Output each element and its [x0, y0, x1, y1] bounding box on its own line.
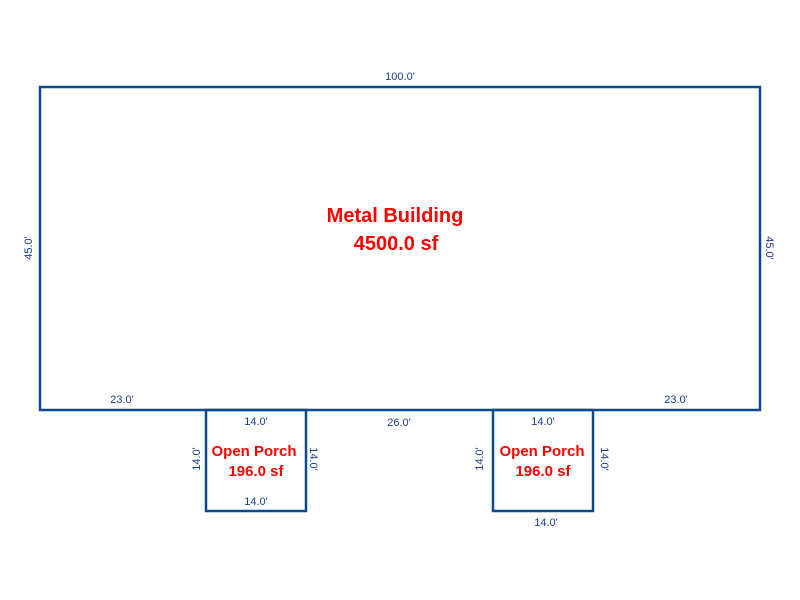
- porch-1-name: Open Porch: [211, 443, 296, 460]
- porch-2-dim-left: 14.0': [474, 447, 486, 471]
- dim-bottom-left: 23.0': [110, 394, 134, 406]
- porch-2-outline[interactable]: [491, 408, 595, 513]
- main-building-name: Metal Building: [327, 205, 464, 227]
- porch-2-area: 196.0 sf: [515, 463, 571, 480]
- dim-top: 100.0': [385, 71, 415, 83]
- porch-1-dim-top: 14.0': [244, 416, 268, 428]
- dim-bottom-middle: 26.0': [387, 417, 411, 429]
- porch-2-dim-right: 14.0': [598, 447, 610, 471]
- main-building-area: 4500.0 sf: [354, 233, 439, 255]
- main-building-outline[interactable]: [38, 85, 762, 412]
- porch-2-dim-bottom: 14.0': [534, 517, 558, 529]
- porch-1-area: 196.0 sf: [228, 463, 284, 480]
- porch-1-outline[interactable]: [204, 408, 308, 513]
- porch-2-name: Open Porch: [499, 443, 584, 460]
- porch-2-dim-top: 14.0': [531, 416, 555, 428]
- dim-left: 45.0': [23, 236, 35, 260]
- porch-1-dim-bottom: 14.0': [244, 496, 268, 508]
- dim-right: 45.0': [763, 236, 775, 260]
- porch-1-dim-left: 14.0': [191, 447, 203, 471]
- dim-bottom-right: 23.0': [664, 394, 688, 406]
- porch-1-dim-right: 14.0': [307, 447, 319, 471]
